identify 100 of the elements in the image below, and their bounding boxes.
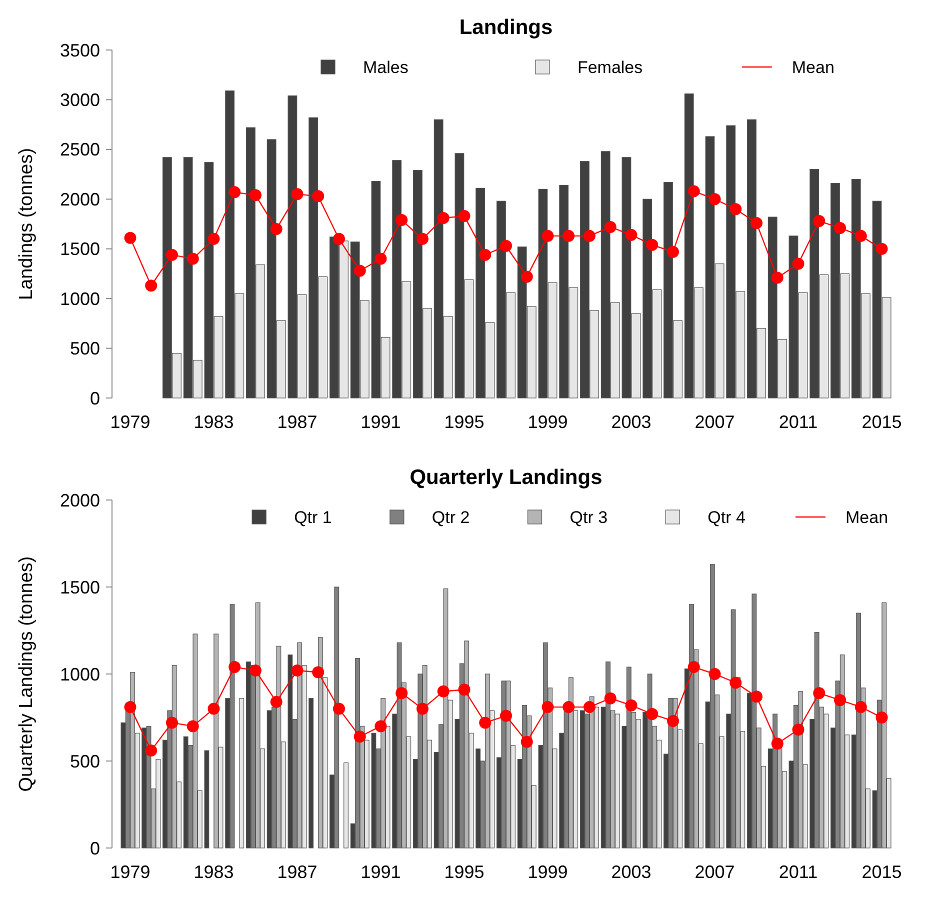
point (145, 744, 158, 757)
point (646, 238, 658, 251)
point (124, 232, 136, 244)
legend-label: Qtr 1 (294, 508, 332, 527)
point (458, 684, 470, 696)
point (145, 280, 158, 292)
point (270, 696, 282, 708)
x-tick-label: 2011 (778, 862, 818, 882)
bar (239, 698, 244, 848)
point (249, 189, 262, 202)
point (228, 186, 241, 198)
point (166, 248, 178, 261)
point (730, 203, 742, 216)
point (291, 188, 304, 200)
point (500, 240, 512, 252)
legend-label: Qtr 3 (570, 508, 608, 527)
y-tick-label: 2500 (60, 140, 100, 160)
point (854, 230, 867, 242)
bar (344, 762, 348, 848)
point (479, 716, 492, 729)
bar (266, 710, 272, 848)
y-tick-label: 1000 (60, 664, 100, 684)
x-tick-label: 2007 (694, 862, 735, 882)
legend-label: Qtr 4 (708, 508, 746, 527)
x-tick-label: 1995 (444, 412, 484, 432)
point (625, 228, 638, 241)
point (708, 668, 721, 680)
point (520, 270, 533, 283)
y-tick-label: 1000 (60, 288, 100, 309)
x-tick-label: 1983 (194, 862, 234, 882)
x-tick-label: 1999 (528, 412, 568, 432)
point (834, 222, 846, 234)
point (584, 230, 596, 242)
point (186, 720, 199, 732)
point (750, 690, 763, 703)
legend-label: Mean (792, 58, 834, 77)
chart-title: Quarterly Landings (410, 466, 602, 489)
point (312, 190, 324, 202)
y-tick-label: 0 (90, 838, 100, 858)
x-tick-label: 2011 (778, 412, 818, 432)
y-tick-label: 500 (70, 751, 100, 772)
bar (183, 736, 188, 848)
point (750, 217, 763, 230)
point (374, 720, 387, 732)
point (834, 694, 846, 706)
point (249, 664, 262, 677)
y-tick-label: 0 (90, 388, 100, 408)
x-tick-label: 1991 (360, 412, 401, 432)
point (208, 232, 220, 245)
point (792, 724, 804, 736)
point (124, 701, 136, 714)
point (771, 738, 784, 750)
point (604, 692, 616, 704)
point (416, 702, 428, 715)
point (854, 701, 867, 714)
y-axis-title: Landings (tonnes) (16, 148, 37, 300)
point (332, 702, 345, 715)
legend-label: Females (577, 58, 643, 77)
x-tick-label: 1979 (110, 862, 150, 882)
x-tick-label: 1979 (110, 412, 150, 432)
point (688, 185, 700, 198)
bar (142, 728, 147, 848)
point (667, 246, 680, 258)
y-tick-label: 3500 (60, 40, 100, 60)
x-tick-label: 1987 (277, 412, 318, 432)
point (437, 685, 450, 698)
point (667, 714, 680, 727)
point (500, 710, 512, 722)
legend-label: Males (363, 58, 408, 77)
x-tick-label: 1991 (360, 862, 401, 882)
point (562, 230, 575, 242)
point (166, 716, 178, 729)
point (542, 230, 554, 242)
point (186, 252, 199, 265)
point (416, 232, 428, 245)
x-tick-label: 2003 (611, 862, 652, 882)
point (562, 701, 575, 714)
point (813, 687, 826, 700)
point (479, 248, 492, 261)
point (813, 215, 826, 228)
y-tick-label: 3000 (60, 90, 100, 110)
x-tick-label: 1995 (444, 862, 484, 882)
y-tick-label: 1500 (60, 577, 100, 598)
point (584, 701, 596, 714)
point (312, 666, 324, 678)
point (604, 220, 616, 233)
y-tick-label: 2000 (60, 189, 100, 210)
x-tick-label: 1999 (528, 862, 568, 882)
point (771, 272, 784, 284)
x-tick-label: 1983 (194, 412, 234, 432)
y-tick-label: 2000 (60, 490, 100, 510)
point (625, 699, 638, 712)
point (730, 676, 742, 689)
point (208, 702, 220, 715)
y-tick-label: 500 (70, 338, 100, 359)
point (876, 242, 888, 255)
point (876, 712, 888, 724)
point (396, 687, 408, 700)
point (688, 661, 700, 674)
chart-title: Landings (459, 16, 553, 39)
